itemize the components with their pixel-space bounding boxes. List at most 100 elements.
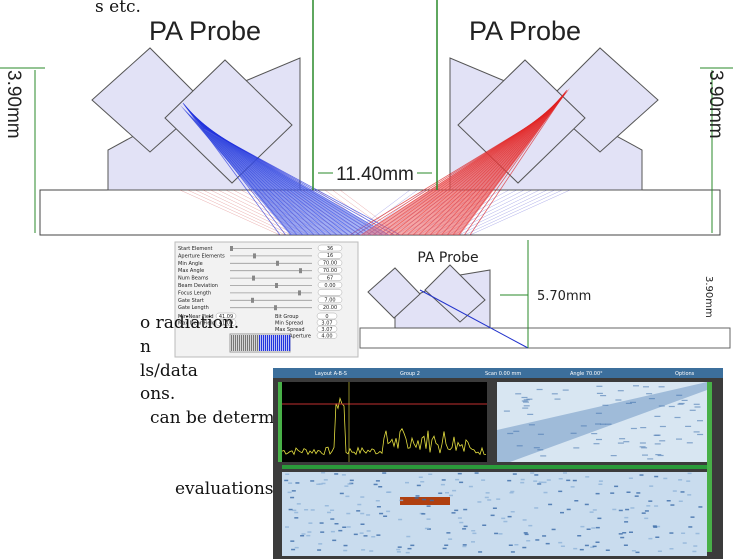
noise (376, 480, 380, 482)
text-fragment: ons. (140, 384, 175, 404)
toolbar-item: Group 2 (400, 371, 420, 377)
noise (513, 431, 519, 432)
noise (630, 402, 636, 403)
noise (357, 504, 361, 506)
noise (284, 480, 288, 482)
noise (331, 531, 335, 533)
noise (481, 479, 485, 481)
page: s etc. 11.40mm PA Probe PA Probe 3.90mm … (0, 0, 733, 559)
noise (558, 491, 562, 493)
noise (618, 443, 624, 444)
noise (288, 482, 292, 484)
toolbar-item: Angle 70.00° (570, 371, 603, 377)
noise (624, 545, 628, 547)
noise (383, 516, 387, 518)
noise (563, 472, 567, 474)
noise (288, 492, 292, 494)
noise (396, 549, 400, 551)
noise (682, 400, 688, 401)
text-fragment: evaluations (175, 479, 274, 499)
slider-thumb (251, 298, 254, 303)
noise (343, 550, 347, 552)
element (281, 335, 282, 351)
noise (344, 545, 348, 547)
noise (687, 494, 691, 496)
noise (462, 528, 466, 530)
slider-thumb (299, 268, 302, 273)
noise (614, 486, 618, 488)
noise (548, 504, 552, 506)
noise (324, 479, 328, 481)
element (271, 335, 272, 351)
noise (667, 500, 671, 502)
noise (338, 530, 342, 532)
slider-thumb (274, 305, 277, 310)
element (257, 335, 258, 351)
noise (573, 447, 579, 448)
setting-value: 20.00 (323, 305, 337, 311)
noise (685, 426, 691, 427)
noise (419, 477, 423, 479)
noise (420, 481, 424, 483)
noise (510, 492, 514, 494)
noise (501, 518, 505, 520)
noise (658, 551, 662, 553)
element (255, 335, 256, 351)
element (283, 335, 284, 351)
noise (449, 495, 453, 497)
noise (422, 499, 426, 501)
noise (369, 550, 373, 552)
noise (485, 497, 489, 499)
noise (574, 500, 578, 502)
noise (522, 397, 528, 398)
noise (655, 443, 661, 444)
noise (513, 473, 517, 475)
offset-label: 5.70mm (537, 289, 591, 304)
noise (318, 543, 322, 545)
noise (681, 491, 685, 493)
noise (494, 533, 498, 535)
height-label: 3.90mm (3, 70, 24, 139)
setting-value: 7.00 (324, 298, 335, 304)
noise (629, 532, 633, 534)
element (259, 335, 260, 351)
noise (493, 508, 497, 510)
noise (537, 449, 543, 450)
noise (585, 545, 589, 547)
noise (348, 483, 352, 485)
noise (546, 543, 550, 545)
setting-label: Min Spread (275, 321, 303, 327)
element (253, 335, 254, 351)
noise (566, 480, 570, 482)
noise (415, 497, 419, 499)
noise (425, 528, 429, 530)
element (289, 335, 290, 351)
noise (442, 479, 446, 481)
noise (552, 393, 558, 394)
noise (534, 474, 538, 476)
noise (294, 517, 298, 519)
noise (297, 503, 301, 505)
noise (472, 533, 476, 535)
noise (581, 425, 587, 426)
toolbar-item: Scan 0.00 mm (485, 371, 521, 377)
noise (321, 472, 325, 474)
noise (354, 534, 358, 536)
noise (594, 443, 600, 444)
noise (692, 551, 696, 553)
value-box (318, 289, 342, 295)
noise (478, 551, 482, 553)
noise (598, 484, 602, 486)
noise (310, 480, 314, 482)
noise (446, 532, 450, 534)
noise (669, 532, 673, 534)
noise (361, 549, 365, 551)
noise (307, 531, 311, 533)
noise (445, 492, 449, 494)
noise (659, 386, 665, 387)
noise (350, 480, 354, 482)
noise (511, 551, 515, 553)
noise (491, 515, 495, 517)
noise (542, 535, 546, 537)
noise (636, 492, 640, 494)
